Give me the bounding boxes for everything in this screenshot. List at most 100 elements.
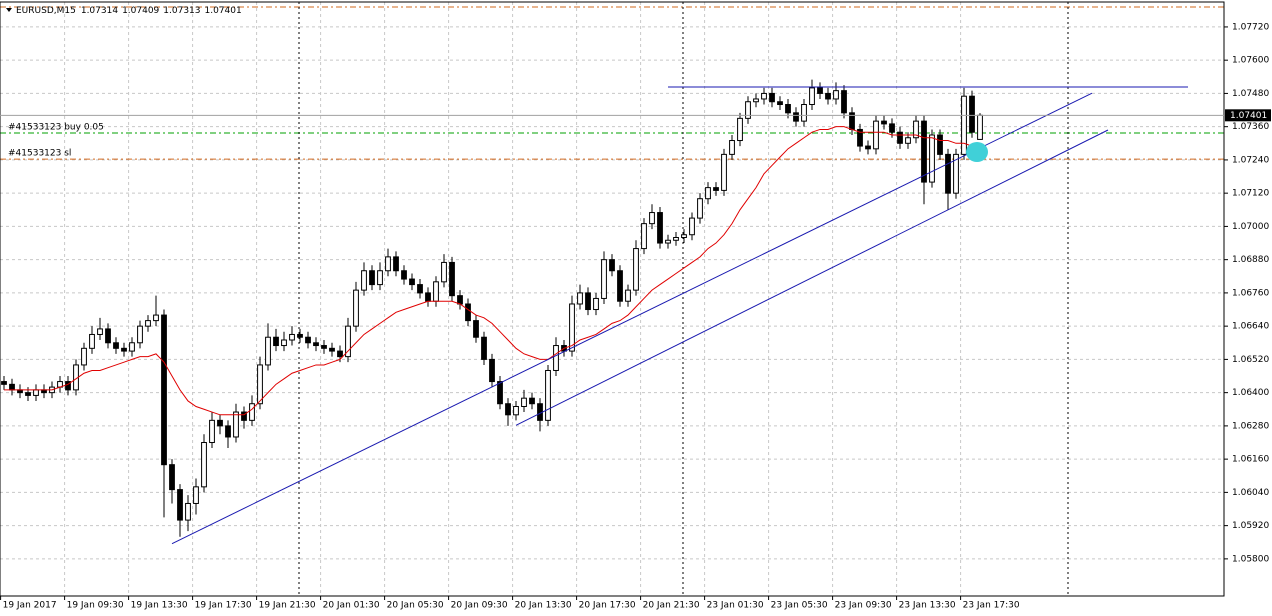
candle-body bbox=[177, 489, 183, 521]
candle-body bbox=[449, 261, 455, 297]
candle-body bbox=[769, 92, 775, 103]
candle-body bbox=[633, 248, 639, 291]
candle-body bbox=[785, 104, 791, 114]
y-tick-label: 1.07720 bbox=[1232, 22, 1269, 32]
candle-body bbox=[625, 289, 631, 302]
order-label: #41533123 buy 0.05 bbox=[8, 123, 104, 133]
candle-body bbox=[297, 333, 303, 338]
candle-body bbox=[425, 292, 431, 302]
candle-body bbox=[337, 350, 343, 358]
candle-body bbox=[881, 120, 887, 125]
candle-body bbox=[489, 358, 495, 383]
candle-body bbox=[353, 289, 359, 327]
x-tick-label: 23 Jan 13:30 bbox=[899, 601, 956, 611]
candle-body bbox=[161, 314, 167, 466]
candle-body bbox=[377, 270, 383, 286]
x-tick-label: 20 Jan 09:30 bbox=[451, 601, 508, 611]
candle-body bbox=[185, 502, 191, 521]
candle-body bbox=[369, 270, 375, 286]
candle-body bbox=[1, 381, 7, 385]
candle-body bbox=[961, 95, 967, 155]
candle-body bbox=[593, 297, 599, 311]
candle-body bbox=[801, 104, 807, 122]
candle-body bbox=[393, 256, 399, 272]
candle-body bbox=[977, 114, 983, 140]
candle-body bbox=[145, 320, 151, 327]
y-tick-label: 1.07240 bbox=[1232, 155, 1269, 165]
candle-body bbox=[913, 120, 919, 139]
candle-body bbox=[217, 419, 223, 427]
levels: #41533123 buy 0.05 #41533123 sl bbox=[0, 6, 1224, 160]
trend-line bbox=[515, 129, 1109, 426]
candle-body bbox=[329, 347, 335, 352]
candle-body bbox=[289, 333, 295, 341]
x-tick-label: 20 Jan 13:30 bbox=[515, 601, 572, 611]
plot-frame bbox=[0, 1, 1225, 597]
candle-body bbox=[649, 212, 655, 225]
candle-body bbox=[793, 112, 799, 122]
y-tick-label: 1.05800 bbox=[1232, 554, 1269, 564]
candle-body bbox=[305, 336, 311, 344]
candle-body bbox=[9, 383, 15, 391]
y-tick-label: 1.06520 bbox=[1232, 355, 1269, 365]
candle-body bbox=[529, 397, 535, 405]
candle-body bbox=[25, 392, 31, 396]
x-tick-label: 20 Jan 21:30 bbox=[643, 601, 700, 611]
y-tick-label: 1.07120 bbox=[1232, 189, 1269, 199]
candle-body bbox=[577, 292, 583, 305]
candle-body bbox=[97, 328, 103, 335]
symbol: EURUSD,M15 bbox=[16, 6, 76, 16]
candle-body bbox=[121, 347, 127, 352]
candle-body bbox=[89, 333, 95, 349]
y-tick-label: 1.07600 bbox=[1232, 56, 1269, 66]
grid bbox=[0, 2, 1224, 596]
candle-body bbox=[729, 140, 735, 155]
candle-body bbox=[713, 187, 719, 191]
marker-circle bbox=[966, 142, 988, 162]
y-tick-label: 1.06400 bbox=[1232, 388, 1269, 398]
candle-body bbox=[201, 442, 207, 488]
open: 1.07314 bbox=[81, 6, 118, 16]
candle-body bbox=[241, 411, 247, 421]
x-tick-label: 19 Jan 21:30 bbox=[259, 601, 316, 611]
candle-body bbox=[737, 117, 743, 142]
price-tag bbox=[1225, 109, 1271, 122]
candle-body bbox=[481, 336, 487, 360]
candle-body bbox=[385, 256, 391, 272]
candle-body bbox=[905, 137, 911, 144]
candle-body bbox=[761, 92, 767, 100]
candle-body bbox=[81, 347, 87, 366]
candle-body bbox=[937, 134, 943, 155]
candle-body bbox=[585, 292, 591, 311]
candle-body bbox=[641, 223, 647, 250]
plot bbox=[1, 79, 1188, 545]
candle-body bbox=[33, 389, 39, 396]
candle-body bbox=[945, 153, 951, 194]
candle-body bbox=[889, 123, 895, 133]
candle-body bbox=[897, 131, 903, 144]
candle-body bbox=[113, 342, 119, 349]
y-tick-label: 1.06880 bbox=[1232, 255, 1269, 265]
x-tick-label: 19 Jan 13:30 bbox=[131, 601, 188, 611]
candle-body bbox=[361, 270, 367, 291]
candle-body bbox=[257, 364, 263, 405]
candle-body bbox=[505, 403, 511, 416]
candle-body bbox=[409, 278, 415, 286]
candle-body bbox=[401, 270, 407, 280]
x-tick-label: 20 Jan 01:30 bbox=[323, 601, 380, 611]
low: 1.07313 bbox=[163, 6, 200, 16]
candle-body bbox=[673, 236, 679, 241]
x-tick-label: 20 Jan 05:30 bbox=[387, 601, 444, 611]
candle-body bbox=[521, 397, 527, 407]
candle-body bbox=[129, 342, 135, 352]
candle-body bbox=[513, 405, 519, 416]
candle-body bbox=[321, 345, 327, 349]
candle-body bbox=[497, 381, 503, 405]
y-tick-label: 1.07360 bbox=[1232, 122, 1269, 132]
candle-body bbox=[105, 328, 111, 344]
candle-body bbox=[345, 325, 351, 358]
candle-body bbox=[929, 134, 935, 183]
menu-arrow[interactable] bbox=[6, 8, 12, 12]
y-tick-label: 1.06160 bbox=[1232, 455, 1269, 465]
